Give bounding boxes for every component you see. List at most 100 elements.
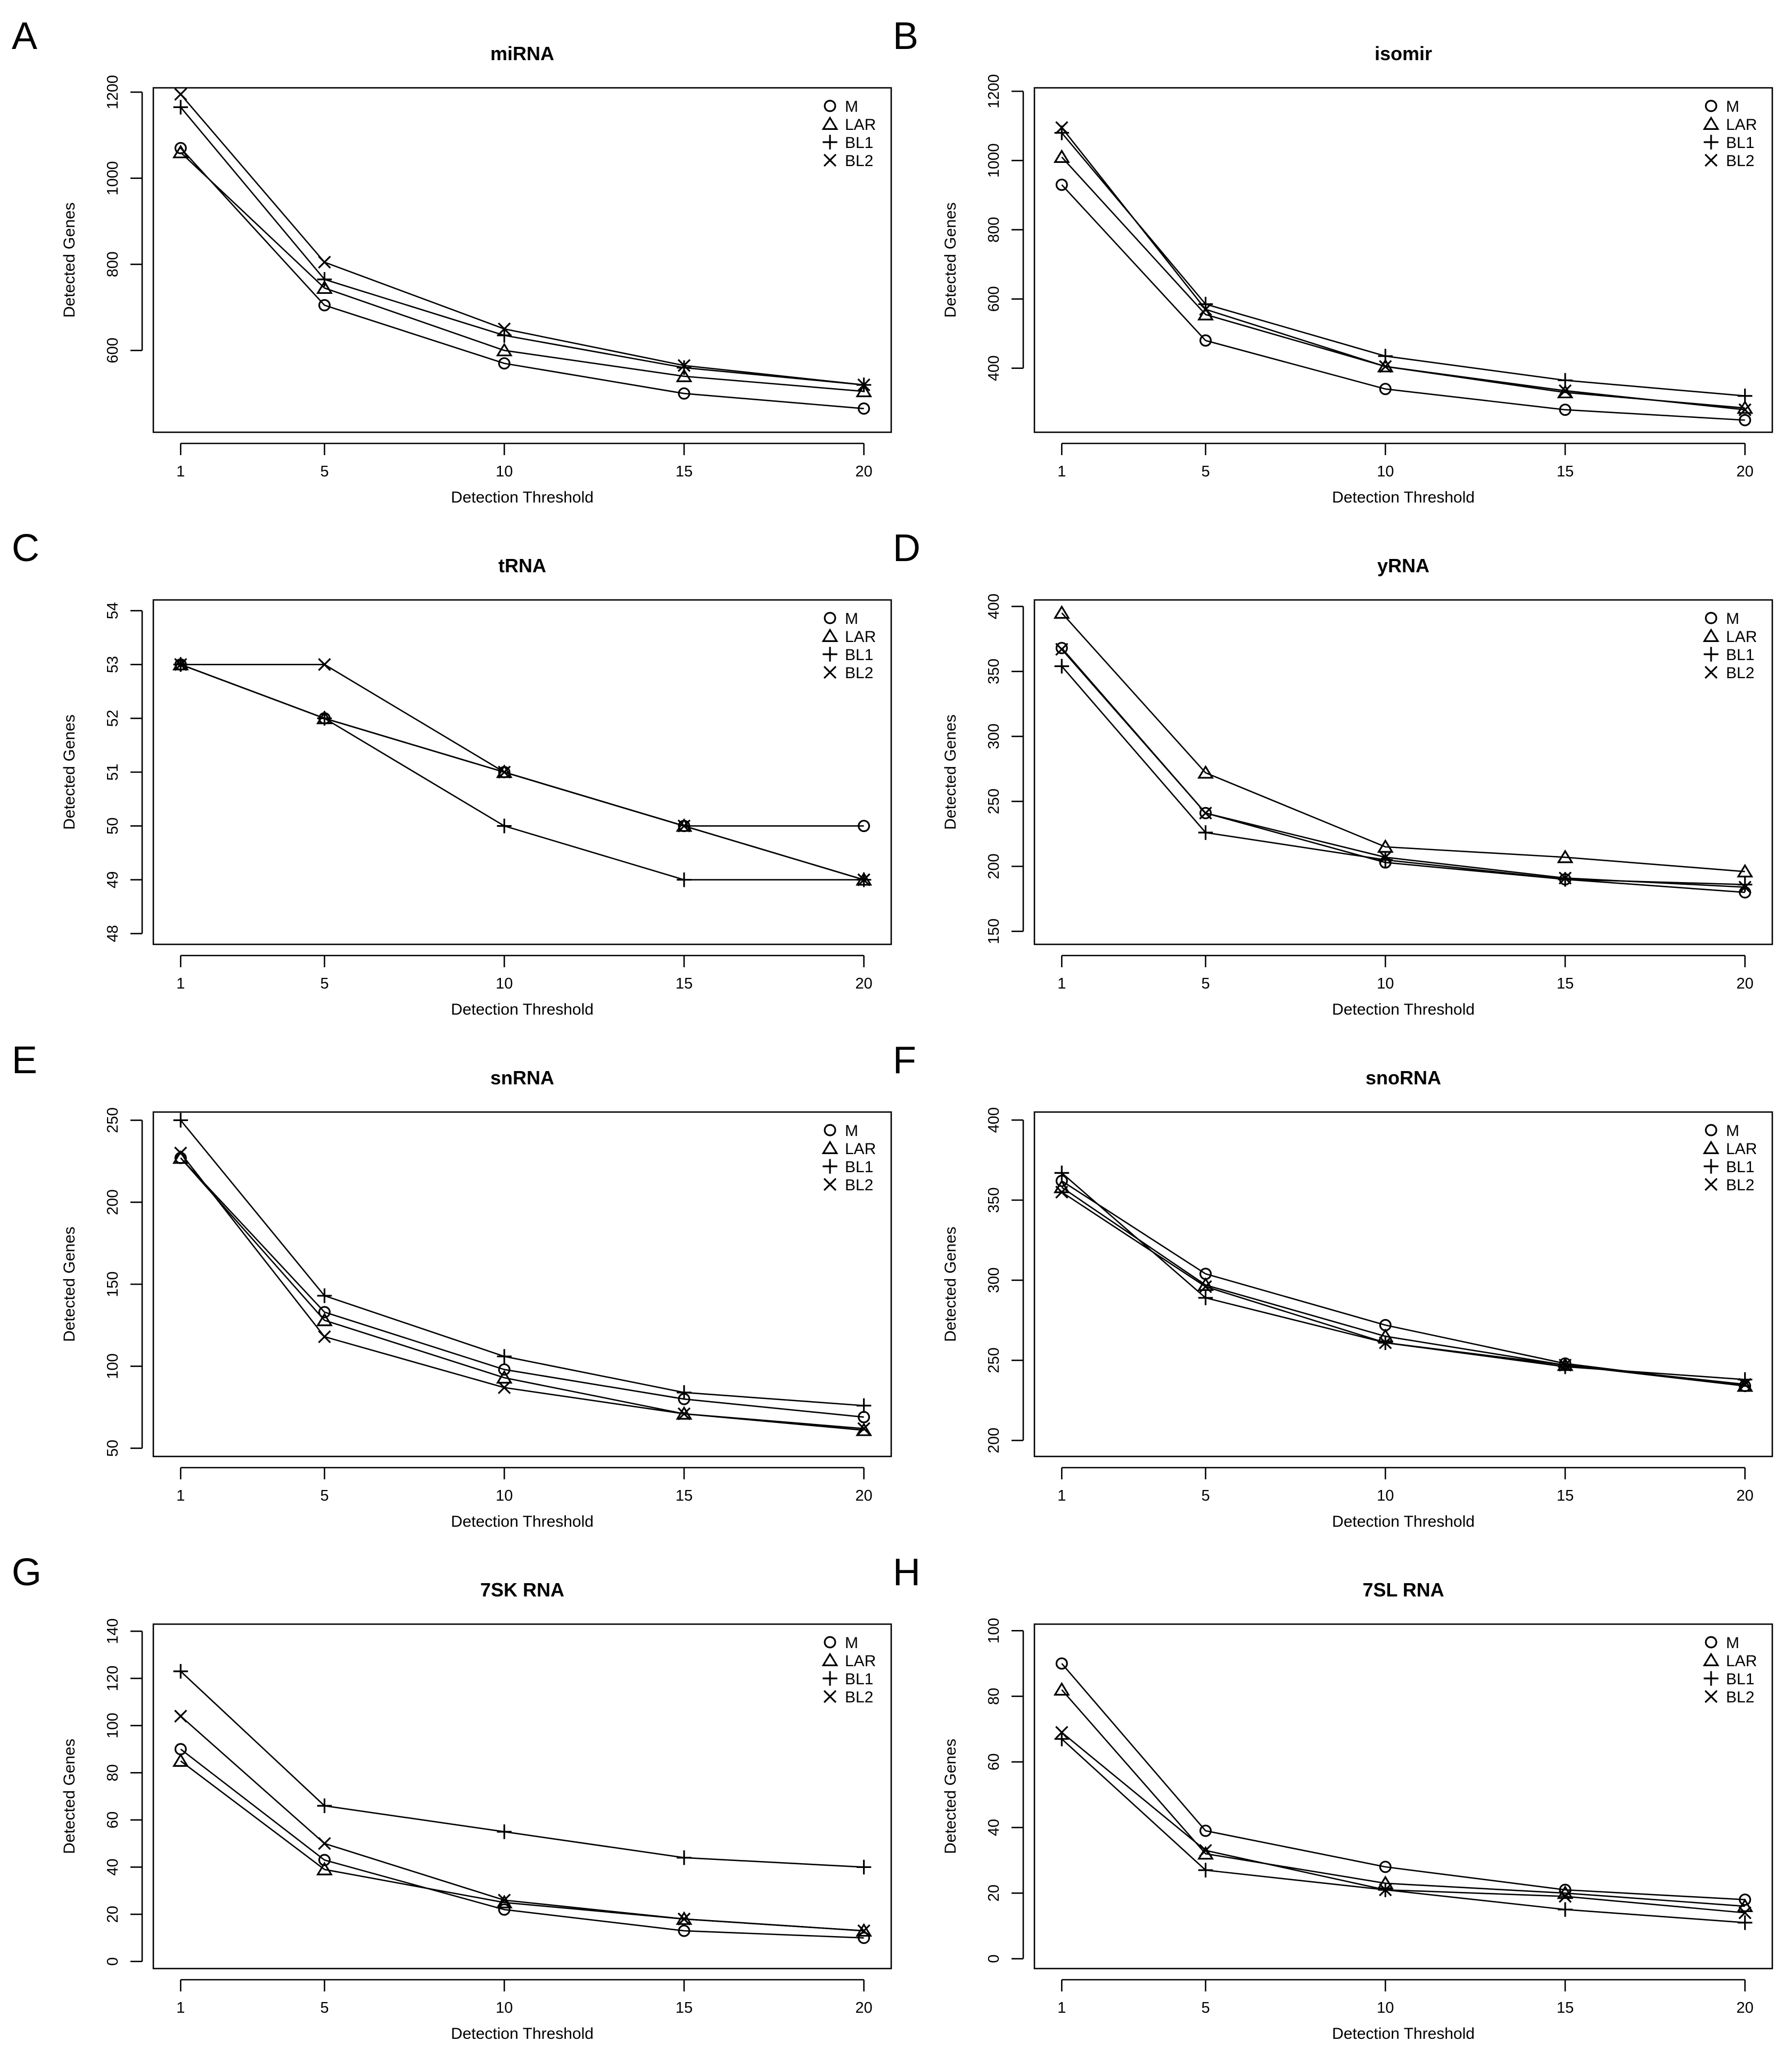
legend-label: BL2 [845,1689,873,1706]
series-line-m [1061,184,1745,421]
y-tick-label: 800 [985,217,1002,242]
data-point [498,1903,511,1916]
legend-marker-bl1 [823,135,837,150]
data-point [496,1370,513,1384]
series-line-lar [1061,612,1745,872]
panel-letter: F [893,1039,916,1082]
series-line-bl1 [1061,1738,1745,1924]
data-point [1379,1336,1392,1349]
y-tick-label: 0 [985,1954,1002,1963]
legend-label: M [845,1634,858,1652]
legend-label: M [1726,1122,1739,1140]
series-bl2 [174,658,870,886]
data-point [1558,872,1573,887]
x-tick-label: 10 [496,1999,513,2016]
data-point [496,1895,513,1908]
x-tick-label: 15 [676,1487,693,1504]
x-tick-label: 20 [1737,1487,1754,1504]
y-tick-label: 200 [104,1189,121,1215]
series-line-m [1061,1663,1745,1900]
x-axis-label: Detection Threshold [451,489,594,506]
data-point [678,387,691,400]
x-axis: 1 5 10 15 20 [1057,1467,1754,1504]
data-point [1054,1165,1070,1181]
data-point [677,1912,691,1926]
chart-title: yRNA [1377,555,1429,577]
legend-label: LAR [845,1140,876,1158]
series-line-bl2 [180,1152,864,1429]
series-bl1 [173,1113,872,1413]
y-tick-label: 800 [104,251,121,277]
data-point [496,764,513,778]
legend-marker-lar [821,1652,839,1666]
data-point [498,1893,511,1907]
data-point [857,1422,870,1435]
series-bl2 [174,1709,870,1938]
y-tick-label: 250 [985,788,1002,814]
y-tick-label: 300 [985,1267,1002,1293]
x-axis: 1 5 10 15 20 [1057,1979,1754,2016]
data-point [498,357,511,370]
data-point [1378,349,1393,364]
series-line-bl2 [180,94,864,386]
y-tick-label: 200 [985,1428,1002,1453]
y-axis-label: Detected Genes [942,1226,959,1342]
data-point [1055,641,1068,654]
y-tick-label: 100 [104,1353,121,1379]
legend-label: BL2 [1726,664,1754,682]
series-lar [172,144,873,398]
panel-letter: H [893,1551,920,1594]
series-line-bl1 [180,1119,864,1406]
y-tick-label: 40 [104,1858,121,1875]
x-tick-label: 1 [1057,975,1066,992]
x-axis-label: Detection Threshold [1332,489,1475,506]
series-line-bl2 [180,664,865,880]
data-point [857,873,870,886]
chart-title: 7SK RNA [480,1579,564,1601]
data-point [1055,1657,1068,1670]
series-line-bl1 [1061,665,1745,885]
y-tick-label: 150 [104,1271,121,1297]
legend-label: M [845,98,858,116]
y-tick-label: 50 [104,1439,121,1456]
legend-label: BL2 [845,664,873,682]
legend-marker-bl1 [1704,1671,1719,1686]
series-m [174,1743,870,1944]
y-tick-label: 1000 [985,143,1002,178]
x-tick-label: 20 [856,1487,873,1504]
data-point [1199,334,1212,347]
x-tick-label: 5 [320,1487,328,1504]
series-bl2 [1055,1726,1752,1920]
x-tick-label: 15 [1557,1487,1574,1504]
data-point [174,658,187,671]
data-point [1738,880,1752,894]
legend-label: M [845,1122,858,1140]
legend-label: LAR [1726,1652,1757,1670]
legend-marker-lar [1703,116,1720,130]
series-line-bl2 [1061,1732,1745,1914]
data-point [1053,605,1070,619]
series-m [1055,1174,1752,1393]
x-axis: 1 5 10 15 20 [176,442,873,480]
legend-label: BL1 [1726,646,1754,664]
data-point [1559,1883,1572,1896]
plot-frame [152,1623,892,1970]
legend-marker-bl2 [823,153,837,167]
x-tick-label: 1 [176,975,185,992]
legend-label: BL2 [1726,1689,1754,1706]
y-axis: 48 49 50 51 52 53 54 [104,602,143,942]
panel-letter: A [12,15,37,57]
series-bl1 [173,100,872,392]
legend-marker-bl1 [1704,1159,1719,1174]
series-bl2 [174,87,870,392]
data-point [173,1113,188,1128]
series-line-bl1 [1061,1172,1745,1380]
data-point [1737,877,1753,892]
legend-marker-bl2 [823,1690,837,1703]
x-axis: 1 5 10 15 20 [1057,442,1754,480]
